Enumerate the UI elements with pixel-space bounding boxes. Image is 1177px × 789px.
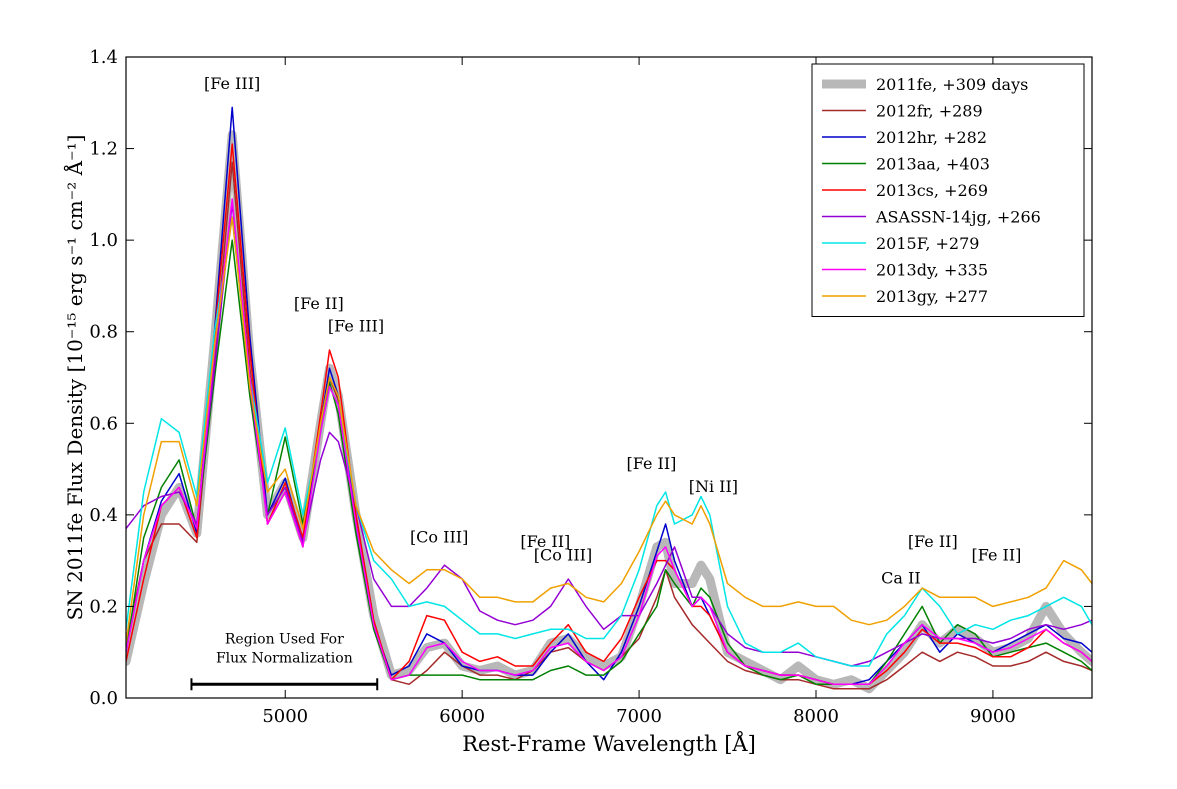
line-annotation: [Fe II] [520,532,570,551]
series-layer [126,106,1092,694]
legend-entry: 2013cs, +269 [876,181,988,200]
y-axis-label: SN 2011fe Flux Density [10⁻¹⁵ erg s⁻¹ cm… [62,135,87,621]
x-tick-label: 9000 [970,706,1016,727]
y-tick-label: 1.0 [89,230,118,251]
legend-entry: 2012hr, +282 [876,128,987,147]
y-tick-label: 0.2 [89,596,118,617]
y-tick-label: 0.0 [89,688,118,709]
line-annotation: [Fe III] [204,74,260,93]
legend-entry: 2015F, +279 [876,234,979,253]
legend-entry: ASASSN-14jg, +266 [875,208,1041,227]
legend-entry: 2012fr, +289 [876,102,983,121]
region-label-line2: Flux Normalization [216,650,353,666]
line-annotation: [Fe III] [328,317,384,336]
x-tick-label: 5000 [262,706,308,727]
y-tick-label: 1.2 [89,139,118,160]
y-tick-label: 1.4 [89,47,118,68]
line-annotation: Ca II [881,569,921,588]
plot-frame [125,56,1093,699]
line-annotation: [Fe II] [294,294,344,313]
legend-entry: 2013aa, +403 [876,155,990,174]
series-line-3 [126,239,1092,686]
line-annotation: [Ni II] [689,477,738,496]
line-annotation: [Co III] [410,527,468,546]
line-annotation: [Co III] [534,546,592,565]
y-tick-label: 0.6 [89,413,118,434]
legend-entry: 2011fe, +309 days [876,75,1028,94]
series-line-6 [126,216,1092,667]
series-line-8 [126,216,1092,644]
x-tick-label: 8000 [793,706,839,727]
line-annotation: [Fe II] [627,454,677,473]
x-tick-label: 7000 [616,706,662,727]
series-line-4 [126,143,1092,686]
region-label-line1: Region Used For [225,631,344,647]
legend-entry: 2013dy, +335 [876,261,988,280]
y-tick-label: 0.8 [89,322,118,343]
legend: 2011fe, +309 days 2012fr, +289 2012hr, +28… [811,63,1085,317]
annotation-layer: [Fe III][Fe II][Fe III][Co III] [Fe II][C… [190,74,1022,691]
y-tick-label: 0.4 [89,505,118,526]
series-line-7 [126,198,1092,686]
legend-entry: 2013gy, +277 [876,287,988,306]
x-tick-label: 6000 [439,706,485,727]
line-annotation: [Fe II] [908,532,958,551]
line-annotation: [Fe II] [972,546,1022,565]
axes-layer: 5000 6000 7000 8000 9000 0.0 0.2 0.4 0.6 0.8 1.0 1.… [62,47,1093,756]
x-axis-label: Rest-Frame Wavelength [Å] [462,731,756,756]
